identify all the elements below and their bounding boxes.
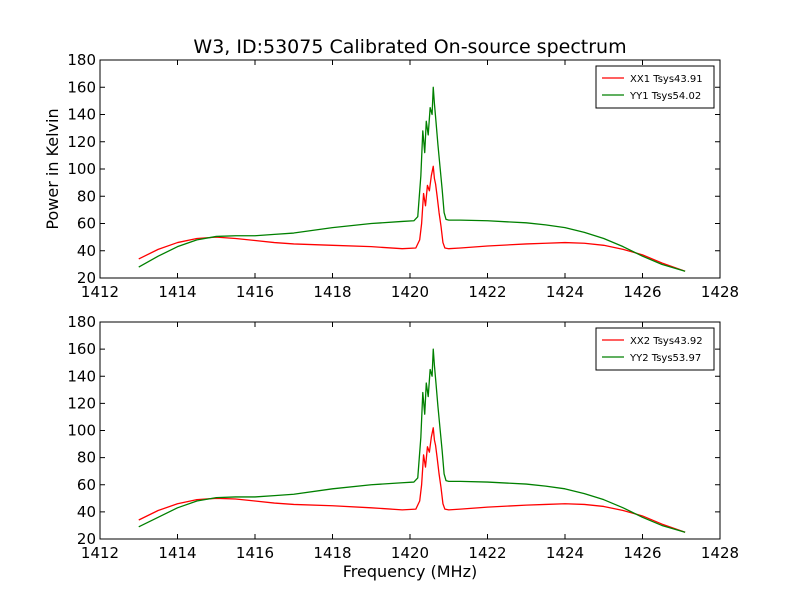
legend-box (595, 65, 715, 109)
legend-box (595, 327, 715, 371)
series-line-2-1 (138, 427, 686, 533)
y-tick-label: 20 (77, 269, 96, 287)
legend: XX2 Tsys43.92 YY2 Tsys53.97 (595, 327, 715, 371)
y-tick-label: 160 (67, 340, 96, 358)
y-tick-label: 160 (67, 78, 96, 96)
y-tick-label: 60 (77, 215, 96, 233)
x-tick-label: 1412 (81, 544, 119, 562)
y-tick-label: 60 (77, 476, 96, 494)
x-tick-label: 1416 (236, 544, 274, 562)
x-tick-label: 1428 (701, 544, 739, 562)
y-tick-label: 80 (77, 187, 96, 205)
y-tick-label: 140 (67, 367, 96, 385)
y-tick-label: 140 (67, 106, 96, 124)
y-axis-label: Power in Kelvin (43, 108, 62, 229)
x-tick-label: 1418 (313, 544, 351, 562)
series-line-1-1 (138, 165, 686, 272)
chart-title: W3, ID:53075 Calibrated On-source spectr… (193, 36, 626, 58)
y-tick-label: 120 (67, 133, 96, 151)
x-tick-label: 1422 (468, 283, 506, 301)
legend: XX1 Tsys43.91 YY1 Tsys54.02 (595, 65, 715, 109)
y-tick-label: 40 (77, 242, 96, 260)
plot-panel-2: 1412 1414 1416 1418 1420 1422 1424 1426 1428 20 40… (67, 313, 739, 562)
legend-label: XX1 Tsys43.91 (630, 74, 703, 85)
legend-label: XX2 Tsys43.92 (630, 336, 703, 347)
x-tick-label: 1416 (236, 283, 274, 301)
x-tick-label: 1428 (701, 283, 739, 301)
x-tick-label: 1424 (546, 283, 584, 301)
y-tick-label: 120 (67, 394, 96, 412)
x-tick-label: 1420 (391, 544, 429, 562)
x-tick-label: 1426 (623, 283, 661, 301)
x-tick-label: 1422 (468, 544, 506, 562)
series-line-2-2 (138, 348, 686, 533)
y-tick-label: 100 (67, 160, 96, 178)
x-tick-label: 1412 (81, 283, 119, 301)
series-line-1-2 (138, 86, 686, 272)
y-tick-label: 100 (67, 422, 96, 440)
legend-label: YY1 Tsys54.02 (629, 91, 701, 102)
y-tick-label: 180 (67, 51, 96, 69)
x-tick-label: 1426 (623, 544, 661, 562)
x-tick-label: 1424 (546, 544, 584, 562)
plots-group: 1412 1414 1416 1418 1420 1422 1424 1426 1428 20 40… (67, 51, 739, 562)
y-tick-label: 40 (77, 503, 96, 521)
plot-panel-1: 1412 1414 1416 1418 1420 1422 1424 1426 1428 20 40… (67, 51, 739, 301)
y-tick-label: 180 (67, 313, 96, 331)
y-tick-label: 20 (77, 530, 96, 548)
x-tick-label: 1418 (313, 283, 351, 301)
x-tick-label: 1414 (158, 283, 196, 301)
x-tick-label: 1414 (158, 544, 196, 562)
x-axis-label: Frequency (MHz) (343, 562, 477, 581)
legend-label: YY2 Tsys53.97 (629, 353, 701, 364)
x-tick-label: 1420 (391, 283, 429, 301)
y-tick-label: 80 (77, 449, 96, 467)
